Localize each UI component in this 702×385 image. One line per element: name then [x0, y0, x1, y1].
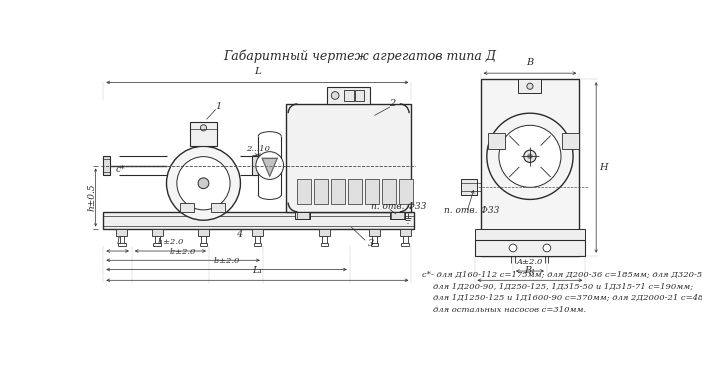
Bar	[369, 229, 380, 236]
Text: для 1Д200-90, 1Д250-125, 1Д315-50 и 1Д315-71 с=190мм;: для 1Д200-90, 1Д250-125, 1Д315-50 и 1Д31…	[433, 283, 693, 291]
Bar	[461, 179, 477, 195]
Text: L₁: L₁	[252, 266, 263, 275]
Bar	[355, 90, 364, 101]
Bar	[390, 212, 405, 219]
Text: п. отв. Ф33: п. отв. Ф33	[444, 206, 499, 215]
Text: 2: 2	[389, 99, 395, 109]
Bar	[481, 79, 579, 256]
Text: для остальных насосов с=310мм.: для остальных насосов с=310мм.	[433, 306, 586, 314]
Bar	[152, 229, 163, 236]
Bar	[298, 179, 311, 204]
Text: l: l	[116, 238, 119, 246]
Bar	[286, 104, 411, 212]
Bar	[180, 203, 194, 212]
Bar	[211, 203, 225, 212]
Circle shape	[499, 125, 561, 187]
Bar	[190, 122, 218, 146]
Bar	[365, 179, 379, 204]
Text: h±0.5: h±0.5	[87, 184, 96, 211]
Bar	[314, 179, 329, 204]
Circle shape	[543, 244, 551, 252]
Text: с*- для Д160-112 с=175мм; для Д200-36 с=185мм; для Д320-50 с=215мм;: с*- для Д160-112 с=175мм; для Д200-36 с=…	[422, 271, 702, 279]
Circle shape	[486, 113, 573, 199]
Text: В₁: В₁	[524, 266, 536, 275]
Circle shape	[198, 178, 209, 189]
Circle shape	[331, 92, 339, 99]
Bar	[117, 229, 127, 236]
Bar	[400, 229, 411, 236]
Bar	[399, 179, 413, 204]
Bar	[295, 212, 310, 219]
Bar	[475, 229, 585, 240]
Text: A±2.0: A±2.0	[517, 258, 543, 266]
Circle shape	[256, 152, 284, 179]
Text: п. отв. Ф33: п. отв. Ф33	[371, 202, 426, 211]
Text: 3: 3	[367, 239, 373, 248]
Bar	[103, 212, 414, 229]
Circle shape	[166, 146, 240, 220]
Bar	[103, 156, 110, 175]
Bar	[475, 240, 585, 256]
Text: В: В	[526, 58, 534, 67]
Text: 1: 1	[216, 102, 222, 111]
Text: Габаритный чертеж агрегатов типа Д: Габаритный чертеж агрегатов типа Д	[223, 49, 496, 63]
Text: H: H	[599, 163, 607, 172]
Bar	[348, 179, 362, 204]
Text: 4: 4	[237, 230, 243, 239]
Circle shape	[177, 157, 230, 210]
Bar	[198, 229, 209, 236]
Text: L: L	[254, 67, 261, 76]
Bar	[562, 133, 579, 149]
Circle shape	[528, 154, 532, 159]
Bar	[252, 229, 263, 236]
Text: l₁±2.0: l₁±2.0	[157, 238, 183, 246]
Circle shape	[527, 83, 533, 89]
Bar	[327, 87, 370, 104]
Text: c*: c*	[116, 165, 125, 174]
Circle shape	[509, 244, 517, 252]
Polygon shape	[262, 158, 277, 176]
Text: для 1Д1250-125 и 1Д1600-90 с=370мм; для 2Д2000-21 с=485мм;: для 1Д1250-125 и 1Д1600-90 с=370мм; для …	[433, 294, 702, 302]
Bar	[252, 156, 258, 175]
Bar	[489, 133, 505, 149]
Text: l₃±2.0: l₃±2.0	[213, 257, 240, 265]
Bar	[518, 79, 541, 93]
Bar	[331, 179, 345, 204]
Text: 2...10: 2...10	[246, 146, 270, 153]
Text: l₂±2.0: l₂±2.0	[170, 248, 197, 256]
Bar	[319, 229, 330, 236]
Circle shape	[524, 150, 536, 162]
Bar	[382, 179, 396, 204]
Circle shape	[200, 125, 206, 131]
Bar	[345, 90, 354, 101]
